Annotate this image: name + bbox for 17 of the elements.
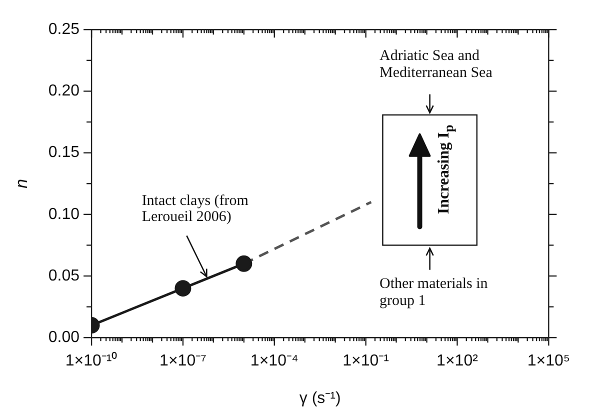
y-tick-label: 0.15 — [48, 144, 80, 162]
y-tick-label: 0.05 — [48, 267, 80, 284]
x-tick-label: 1×10⁻¹ — [342, 352, 389, 370]
y-tick-label: 0.10 — [48, 206, 80, 223]
annotation: Other materials in group 1 — [380, 276, 489, 309]
x-tick-label: 1×10⁻¹⁰ — [65, 352, 118, 370]
x-tick-label: 1×10⁻⁴ — [250, 352, 298, 370]
y-axis-title: n — [12, 178, 31, 188]
y-tick-label: 0.25 — [48, 21, 80, 38]
x-axis-title: γ (s⁻¹) — [299, 390, 341, 407]
x-tick-label: 1×10⁵ — [527, 352, 570, 370]
annotation: Adriatic Sea and Mediterranean Sea — [380, 48, 494, 82]
x-tick-label: 1×10² — [436, 352, 479, 370]
y-tick-label: 0.00 — [48, 329, 80, 346]
x-tick-label: 1×10⁻⁷ — [160, 352, 207, 370]
annotation: Intact clays (from Leroueil 2006) — [142, 192, 250, 226]
y-tick-label: 0.20 — [48, 82, 80, 100]
